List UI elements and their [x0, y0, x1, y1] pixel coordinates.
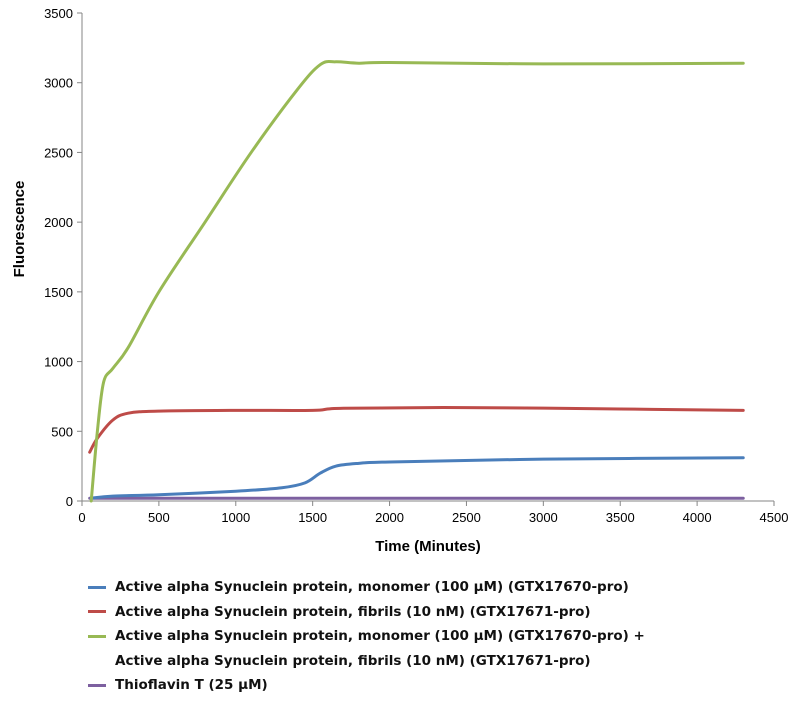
legend-item: Active alpha Synuclein protein, monomer …: [88, 575, 645, 600]
x-tick-label: 1500: [298, 510, 327, 525]
x-tick-label: 3500: [606, 510, 635, 525]
legend-label: Thioflavin T (25 µM): [115, 677, 268, 694]
legend-swatch: [88, 585, 106, 589]
x-axis-label: Time (Minutes): [375, 538, 481, 555]
x-tick-label: 4000: [683, 510, 712, 525]
y-tick-label: 0: [66, 494, 73, 509]
legend-label: Active alpha Synuclein protein, monomer …: [115, 628, 645, 645]
y-tick-label: 1000: [44, 355, 73, 370]
y-tick-label: 2500: [44, 145, 73, 160]
x-tick-label: 3000: [529, 510, 558, 525]
x-tick-label: 1000: [221, 510, 250, 525]
x-tick-label: 2000: [375, 510, 404, 525]
x-tick-label: 0: [78, 510, 85, 525]
legend-label: Active alpha Synuclein protein, fibrils …: [115, 652, 591, 669]
legend-swatch: [88, 683, 106, 687]
legend-item: Active alpha Synuclein protein, monomer …: [88, 624, 645, 649]
x-tick-label: 500: [148, 510, 170, 525]
y-tick-label: 2000: [44, 215, 73, 230]
legend-item: Active alpha Synuclein protein, fibrils …: [88, 600, 645, 625]
legend-swatch: [88, 610, 106, 614]
y-tick-label: 3500: [44, 6, 73, 21]
y-tick-label: 500: [51, 424, 73, 439]
y-tick-label: 1500: [44, 285, 73, 300]
y-tick-label: 3000: [44, 76, 73, 91]
x-tick-label: 4500: [760, 510, 789, 525]
legend-item-continued: Active alpha Synuclein protein, fibrils …: [88, 649, 645, 674]
series-line-1: [88, 406, 745, 454]
series-line-2: [89, 60, 745, 503]
y-axis-label: Fluorescence: [11, 181, 28, 278]
legend-item: Thioflavin T (25 µM): [88, 673, 645, 698]
legend-swatch: [88, 634, 106, 638]
legend: Active alpha Synuclein protein, monomer …: [88, 575, 645, 698]
x-tick-label: 2500: [452, 510, 481, 525]
legend-label: Active alpha Synuclein protein, fibrils …: [115, 603, 591, 620]
series-line-0: [89, 456, 745, 500]
legend-label: Active alpha Synuclein protein, monomer …: [115, 579, 629, 596]
